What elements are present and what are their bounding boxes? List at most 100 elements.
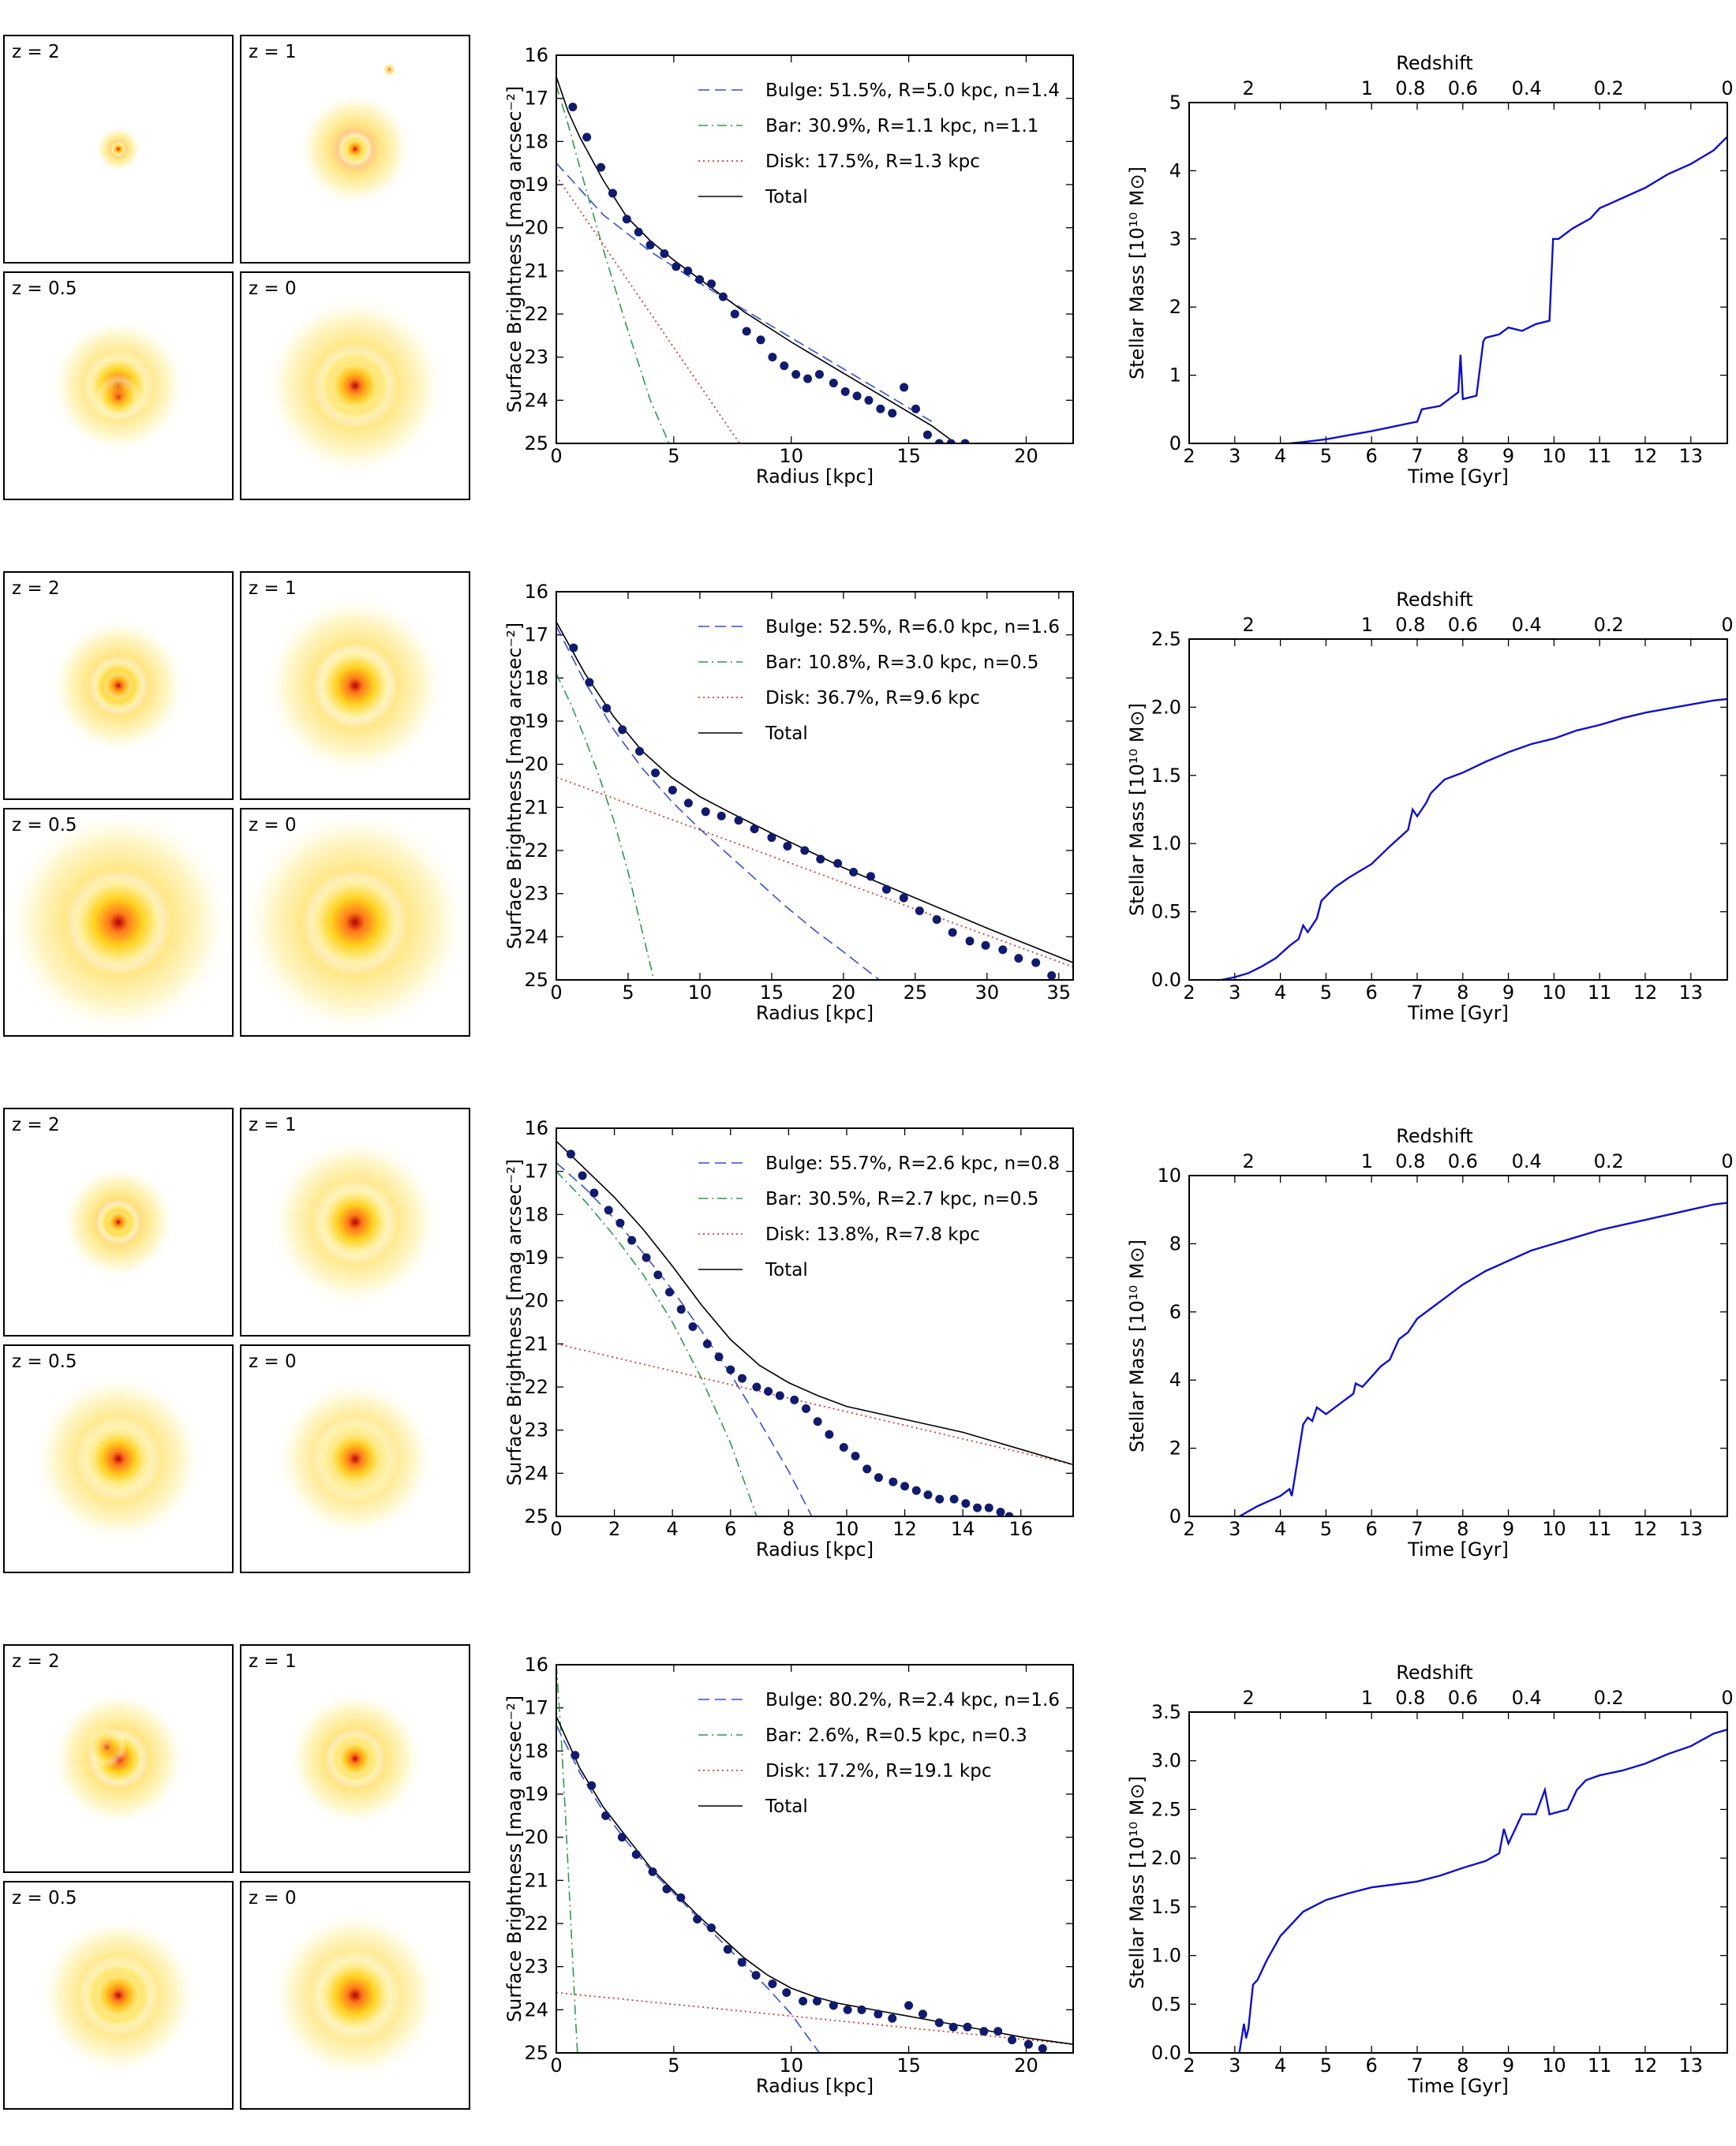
x-tick-label: 20 [1014,445,1038,467]
data-point [634,227,643,237]
data-point [839,1443,848,1452]
legend-entry: Bulge: 52.5%, R=6.0 kpc, n=1.6 [765,617,1060,637]
data-point [864,395,874,405]
data-point [695,275,705,284]
galaxy-snapshot: z = 0 [240,1881,470,2110]
data-point [849,867,859,877]
stellar-mass-line [1239,1202,1727,1516]
galaxy-component [335,1738,376,1779]
data-point [993,2027,1003,2036]
data-point [825,1430,834,1439]
galaxy-image-panel: z = 2 z = 1 z = 0.5 z = 0 [3,35,470,500]
galaxy-image-panel: z = 2 z = 1 z = 0.5 z = 0 [3,1108,470,1573]
data-point [601,1811,611,1820]
data-point [790,1395,799,1404]
redshift-tick-label: 1 [1361,77,1373,99]
x-tick-label: 9 [1502,2054,1514,2077]
x-axis-label: Time [Gyr] [1407,1002,1509,1024]
y-tick-label: 24 [524,925,548,948]
data-point [998,945,1008,955]
y-tick-label: 23 [524,1419,548,1441]
y-tick-label: 25 [524,1505,548,1527]
y-tick-label: 0.0 [1151,969,1181,991]
redshift-label: z = 1 [249,578,297,599]
y-tick-label: 20 [524,753,548,776]
data-point [918,2010,927,2019]
y-tick-label: 20 [524,1290,548,1312]
data-point [662,1884,672,1894]
y-tick-label: 19 [524,174,548,196]
redshift-tick-label: 0.4 [1512,1150,1542,1172]
data-point [651,768,660,778]
redshift-label: z = 1 [249,1115,297,1135]
data-point [899,893,908,903]
x-tick-label: 5 [1320,981,1332,1004]
data-point [812,1996,821,2006]
y-tick-label: 21 [524,1333,548,1355]
data-point [1008,2036,1017,2045]
galaxy-component [92,1969,144,2021]
x-tick-label: 6 [1366,1518,1378,1540]
x-tick-label: 3 [1229,981,1240,1004]
legend: Bulge: 80.2%, R=2.4 kpc, n=1.6 Bar: 2.6%,… [698,1690,1060,1817]
stellar-mass-chart: 2 3 4 5 6 7 8 9 10 11 12 130.00.51.01.52.02.53.03.5… [1126,1662,1734,2097]
data-point [693,1915,702,1924]
data-point [782,1987,791,1997]
redshift-tick-label: 1 [1361,1150,1373,1172]
data-point [589,1188,599,1198]
legend-entry: Bulge: 51.5%, R=5.0 kpc, n=1.4 [765,80,1060,101]
x-tick-label: 12 [892,1518,917,1540]
y-tick-label: 22 [524,839,548,862]
y-tick-label: 19 [524,1247,548,1269]
data-point [934,2018,944,2028]
x-tick-label: 2 [1183,1518,1195,1540]
x-tick-label: 20 [1014,2054,1038,2077]
legend-entry: Total [765,1796,808,1817]
y-tick-label: 2.5 [1151,628,1181,650]
redshift-tick-label: 0.6 [1448,614,1478,636]
legend-entry: Bar: 10.8%, R=3.0 kpc, n=0.5 [765,652,1038,673]
redshift-tick-label: 0.4 [1512,614,1542,636]
y-tick-label: 24 [524,1998,548,2021]
data-point [683,798,693,808]
data-point [876,404,885,413]
x-tick-label: 5 [668,445,679,467]
redshift-tick-label: 0.2 [1594,77,1624,99]
y-tick-label: 18 [524,667,548,689]
y-tick-label: 24 [524,1462,548,1484]
data-point [984,1503,993,1512]
y-tick-label: 20 [524,1826,548,1849]
total-fit-line [556,621,1073,963]
bar-fit-line [556,85,670,443]
data-point [1047,971,1057,980]
x-tick-label: 10 [1542,2054,1566,2077]
data-point [750,824,759,834]
x-axis-label: Radius [kpc] [756,1538,874,1561]
galaxy-snapshot: z = 1 [240,571,470,800]
redshift-tick-label: 2 [1242,614,1254,636]
redshift-label: z = 0 [249,1888,297,1909]
plot-frame [1188,102,1728,444]
data-point [800,846,810,855]
galaxy-component [315,1955,395,2036]
x-tick-label: 0 [550,2054,562,2077]
series-group [1289,136,1727,443]
x-tick-label: 10 [1542,1518,1566,1540]
legend-entry: Bar: 30.9%, R=1.1 kpc, n=1.1 [765,116,1038,136]
data-point [949,1494,959,1504]
data-point [852,391,862,401]
data-point [597,163,606,172]
x-tick-label: 7 [1411,445,1423,467]
y-tick-label: 25 [524,432,548,454]
redshift-tick-label: 0 [1721,77,1733,99]
data-point [718,292,728,301]
data-point [571,1751,580,1760]
y-tick-label: 22 [524,1376,548,1398]
y-tick-label: 18 [524,1203,548,1225]
redshift-tick-label: 0.2 [1594,1150,1624,1172]
redshift-tick-label: 0.6 [1448,1687,1478,1709]
data-point [881,884,891,894]
y-tick-label: 20 [524,217,548,239]
legend-entry: Bar: 2.6%, R=0.5 kpc, n=0.3 [765,1725,1027,1746]
x-tick-label: 12 [1633,1518,1658,1540]
